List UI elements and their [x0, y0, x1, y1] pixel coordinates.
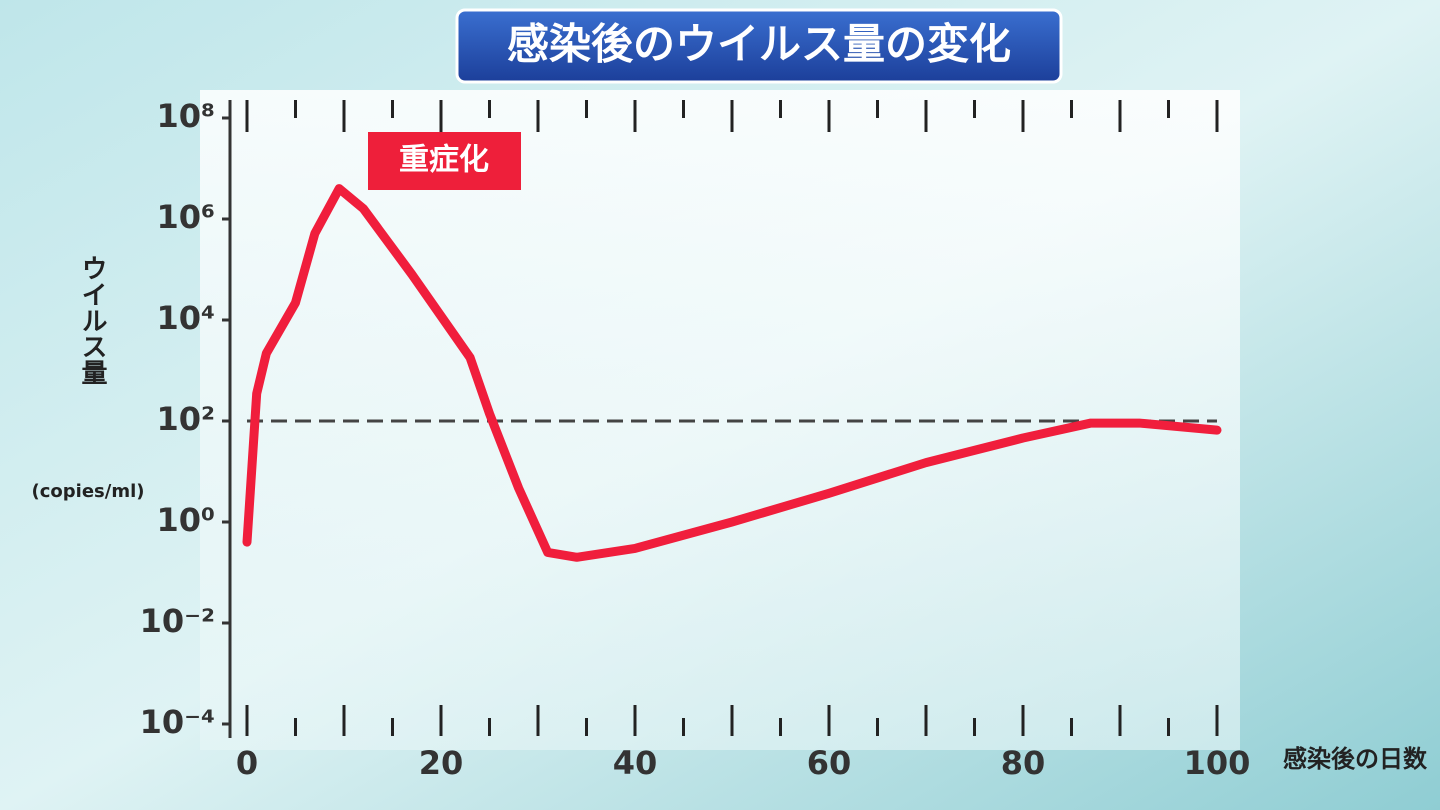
y-tick-label: 10⁶	[156, 198, 215, 236]
x-tick-label: 80	[1001, 744, 1046, 782]
x-tick-label: 40	[613, 744, 658, 782]
title-box	[455, 8, 1063, 84]
annotation: 重症化	[399, 143, 489, 178]
y-axis-label: ウイルス量	[77, 255, 107, 385]
x-tick-label: 100	[1184, 744, 1251, 782]
y-tick-label: 10⁴	[156, 299, 215, 337]
y-tick-label: 10⁰	[156, 501, 215, 539]
x-axis-label: 感染後の日数	[1283, 745, 1428, 773]
y-axis-unit: (copies/ml)	[32, 481, 145, 502]
x-tick-label: 60	[807, 744, 852, 782]
annotation-box	[368, 132, 521, 190]
chart-title: 感染後のウイルス量の変化	[507, 20, 1011, 69]
y-tick-label: 10²	[156, 400, 215, 438]
y-tick-label: 10⁻⁴	[140, 703, 215, 741]
x-tick-label: 20	[419, 744, 464, 782]
y-tick-label: 10⁸	[156, 97, 215, 135]
y-tick-label: 10⁻²	[140, 602, 215, 640]
data-line	[242, 184, 1222, 562]
x-tick-label: 0	[236, 744, 258, 782]
